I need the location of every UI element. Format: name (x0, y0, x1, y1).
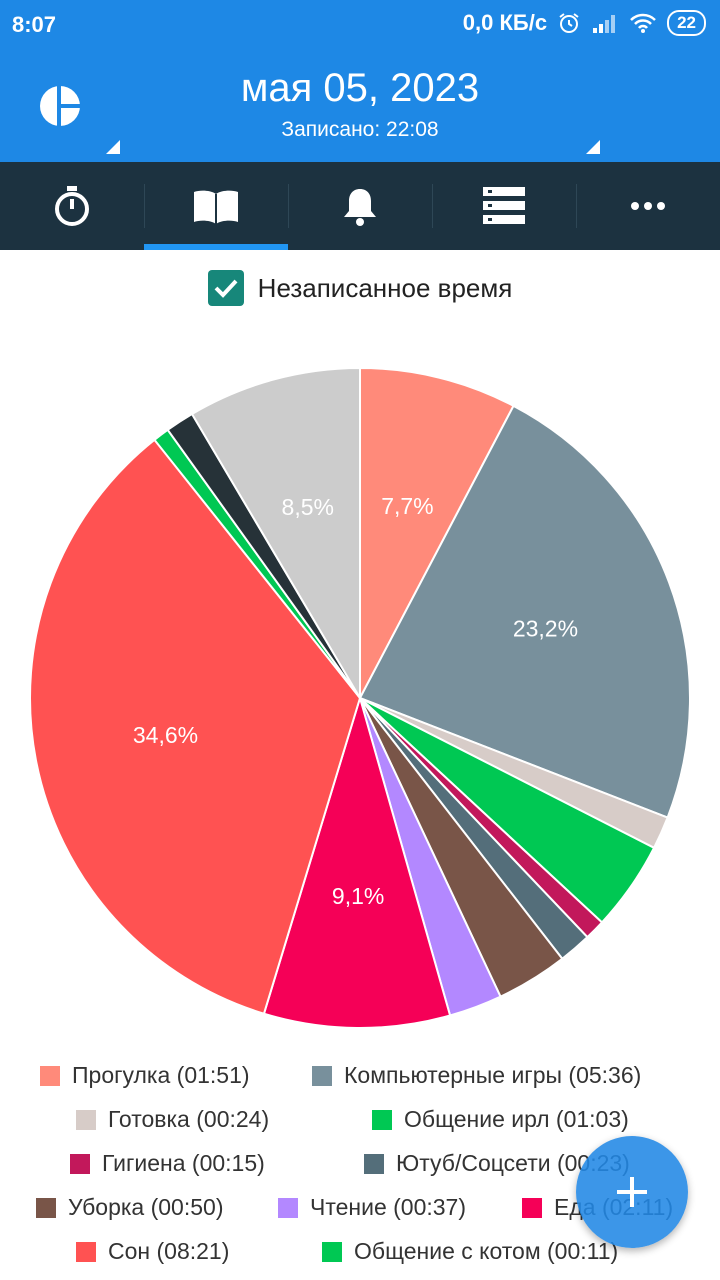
legend-swatch (76, 1241, 96, 1262)
legend-label: Общение с котом (00:11) (354, 1238, 619, 1264)
legend-swatch (372, 1109, 392, 1130)
slice-percent-label: 8,5% (282, 494, 334, 520)
status-bar: 8:07 0,0 КБ/с 22 (0, 0, 720, 52)
legend-item: Чтение (00:37) (278, 1194, 466, 1221)
recorded-time[interactable]: Записано: 22:08 (281, 118, 439, 141)
legend-swatch (70, 1153, 90, 1174)
signal-icon (593, 15, 616, 33)
slice-percent-label: 9,1% (332, 883, 384, 909)
pie-slice[interactable] (262, 694, 452, 1029)
legend-swatch (322, 1241, 342, 1262)
legend-row: Сон (08:21) Общение с котом (00:11) (0, 1238, 720, 1278)
pie-chart[interactable]: 7,7% 23,2% 9,1% 34,6% 8,5% (0, 350, 720, 1050)
wifi-icon (630, 13, 656, 33)
app-logo-icon[interactable] (38, 84, 82, 128)
tab-journal[interactable] (144, 162, 288, 250)
legend-row: Готовка (00:24) Общение ирл (01:03) (0, 1106, 720, 1146)
check-icon (214, 279, 238, 298)
legend-item: Компьютерные игры (05:36) (312, 1062, 641, 1089)
legend-swatch (76, 1109, 96, 1130)
legend-label: Компьютерные игры (05:36) (344, 1062, 642, 1088)
legend-swatch (278, 1197, 298, 1218)
plus-icon (617, 1177, 647, 1207)
date-header: мая 05, 2023 Записано: 22:08 (0, 52, 720, 162)
legend-item: Общение с котом (00:11) (322, 1238, 618, 1265)
legend-item: Прогулка (01:51) (40, 1062, 250, 1089)
legend-label: Готовка (00:24) (108, 1106, 270, 1132)
book-icon (194, 190, 238, 224)
legend-label: Сон (08:21) (108, 1238, 230, 1264)
legend-label: Уборка (00:50) (68, 1194, 224, 1220)
tab-more[interactable] (576, 162, 720, 250)
legend-swatch (40, 1065, 60, 1086)
unrecorded-time-label[interactable]: Незаписанное время (257, 272, 513, 303)
unrecorded-time-toggle[interactable]: Незаписанное время (0, 270, 720, 306)
pie-slice[interactable] (190, 366, 361, 702)
legend-swatch (364, 1153, 384, 1174)
unrecorded-time-checkbox[interactable] (207, 270, 244, 306)
battery-indicator: 22 (667, 10, 706, 36)
status-icons: 0,0 КБ/с 22 (463, 10, 706, 36)
network-speed: 0,0 КБ/с (462, 10, 548, 35)
tab-reminders[interactable] (288, 162, 432, 250)
legend-label: Общение ирл (01:03) (404, 1106, 629, 1132)
legend-item: Сон (08:21) (76, 1238, 229, 1265)
recorded-dropdown-indicator (586, 140, 600, 154)
tab-categories[interactable] (432, 162, 576, 250)
pie-slice[interactable] (359, 366, 515, 699)
status-time: 8:07 (12, 12, 57, 37)
legend-swatch (522, 1197, 542, 1218)
legend-item: Уборка (00:50) (36, 1194, 224, 1221)
legend-label: Прогулка (01:51) (72, 1062, 250, 1088)
tab-bar (0, 162, 720, 250)
pie-slice[interactable] (358, 404, 691, 819)
legend-item: Гигиена (00:15) (70, 1150, 265, 1177)
alarm-icon (559, 13, 579, 33)
list-icon (483, 187, 525, 224)
slice-percent-label: 23,2% (513, 616, 578, 642)
more-icon (631, 202, 665, 210)
date-dropdown-indicator (106, 140, 120, 154)
tab-timer[interactable] (0, 162, 144, 250)
legend-item: Общение ирл (01:03) (372, 1106, 629, 1133)
legend-swatch (312, 1065, 332, 1086)
legend-label: Гигиена (00:15) (102, 1150, 265, 1176)
pie-slice[interactable] (29, 438, 362, 1015)
slice-percent-label: 34,6% (133, 722, 198, 748)
stopwatch-icon (55, 186, 89, 226)
bell-icon (344, 189, 376, 226)
legend-row: Прогулка (01:51) Компьютерные игры (05:36… (0, 1062, 720, 1102)
add-entry-button[interactable] (576, 1136, 688, 1248)
date-title[interactable]: мая 05, 2023 (240, 66, 480, 110)
legend-label: Чтение (00:37) (310, 1194, 467, 1220)
legend-item: Готовка (00:24) (76, 1106, 269, 1133)
slice-percent-label: 7,7% (381, 493, 433, 519)
legend-swatch (36, 1197, 56, 1218)
